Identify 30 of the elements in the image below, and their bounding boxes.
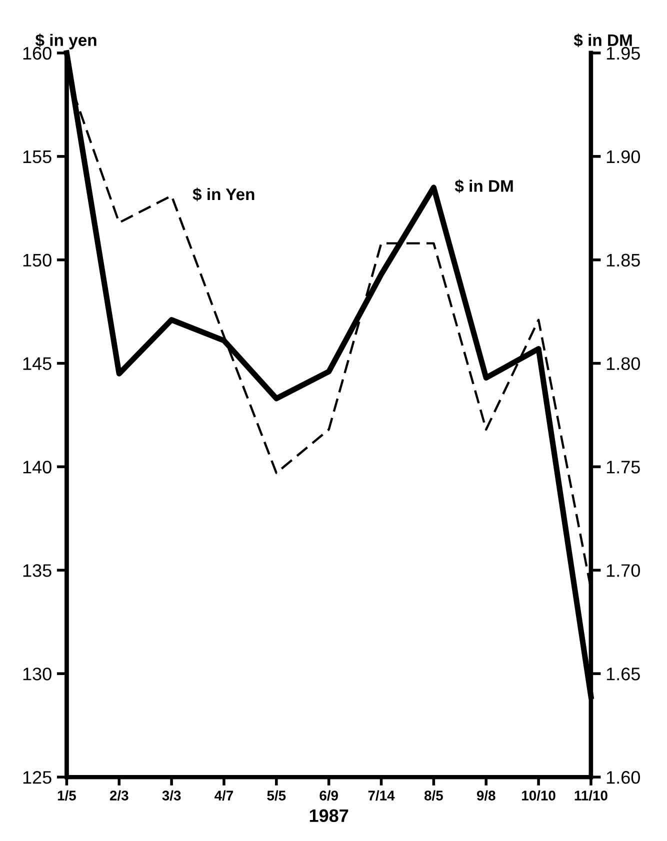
y2-tick-label: 1.95	[606, 46, 640, 60]
y-tick-label: 150	[23, 254, 52, 267]
y-tick-label: 135	[23, 564, 52, 577]
x-tick-label: 10/10	[522, 790, 556, 801]
y-tick-label: 145	[23, 357, 52, 370]
y2-tick-label: 1.80	[606, 357, 640, 370]
y2-tick-label: 1.90	[606, 150, 640, 164]
y-tick-label: 140	[23, 460, 52, 474]
series-label: $ in DM	[454, 179, 513, 194]
x-tick-label: 11/10	[574, 790, 608, 801]
x-axis-title: 1987	[310, 809, 348, 822]
x-tick-label: 6/9	[320, 790, 338, 801]
y2-tick-label: 1.65	[606, 668, 640, 680]
x-tick-label: 5/5	[267, 790, 286, 801]
y2-tick-label: 1.70	[606, 564, 640, 577]
y2-axis-title: $ in DM	[574, 34, 632, 48]
x-tick-label: 7/14	[368, 790, 395, 801]
x-tick-label: 8/5	[424, 790, 443, 801]
x-tick-label: 4/7	[214, 790, 234, 801]
x-tick-label: 2/3	[110, 790, 128, 801]
y2-tick-label: 1.75	[606, 460, 640, 474]
x-tick-label: 9/8	[476, 790, 496, 801]
y-tick-label: 155	[23, 150, 52, 164]
series-label: $ in Yen	[192, 188, 254, 202]
y-tick-label: 125	[23, 771, 52, 784]
y2-tick-label: 1.60	[606, 771, 640, 784]
y2-tick-label: 1.85	[606, 254, 640, 267]
y-tick-label: 130	[23, 668, 52, 680]
x-tick-label: 1/5	[58, 790, 76, 801]
x-tick-label: 3/3	[162, 790, 181, 801]
